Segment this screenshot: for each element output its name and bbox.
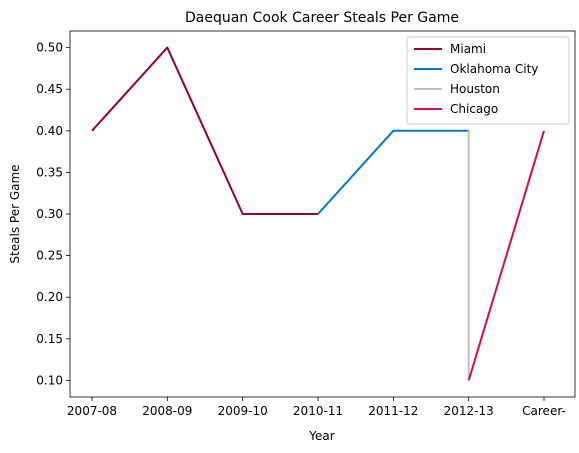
y-axis: 0.10 0.15 0.20 0.25 0.30 0.35 0.40 0.45 0.50: [36, 41, 70, 387]
x-tick-label: 2009-10: [218, 404, 268, 418]
y-tick-label: 0.35: [36, 165, 63, 179]
x-tick-label: 2011-12: [368, 404, 418, 418]
series-line-1: [317, 129, 469, 215]
x-tick-label: 2007-08: [67, 404, 117, 418]
legend-box: [406, 36, 570, 125]
y-tick-label: 0.15: [36, 332, 63, 346]
y-tick-label: 0.25: [36, 249, 63, 263]
chart-title: Daequan Cook Career Steals Per Game: [185, 10, 459, 26]
series-line-0: [91, 46, 318, 215]
legend-label: Miami: [450, 42, 486, 56]
y-tick-label: 0.20: [36, 290, 63, 304]
y-tick-label: 0.45: [36, 82, 63, 96]
x-axis: 2007-08 2008-09 2009-10 2010-11 2011-12 2012-…: [67, 397, 566, 418]
legend-label: Chicago: [450, 102, 498, 116]
plot-lines: [91, 46, 545, 381]
x-tick-label: 2012-13: [444, 404, 494, 418]
x-axis-title: Year: [308, 429, 334, 443]
series-line-3: [467, 130, 545, 381]
legend-label: Oklahoma City: [450, 62, 538, 76]
x-tick-label: Career-: [522, 404, 566, 418]
x-tick-label: 2008-09: [142, 404, 192, 418]
y-tick-label: 0.30: [36, 207, 63, 221]
y-tick-label: 0.40: [36, 124, 63, 138]
x-tick-label: 2010-11: [293, 404, 343, 418]
y-tick-label: 0.10: [36, 373, 63, 387]
legend: Miami Oklahoma City Houston Chicago: [406, 36, 570, 125]
y-axis-title: Steals Per Game: [8, 164, 22, 263]
y-tick-label: 0.50: [36, 41, 63, 55]
legend-label: Houston: [450, 82, 500, 96]
